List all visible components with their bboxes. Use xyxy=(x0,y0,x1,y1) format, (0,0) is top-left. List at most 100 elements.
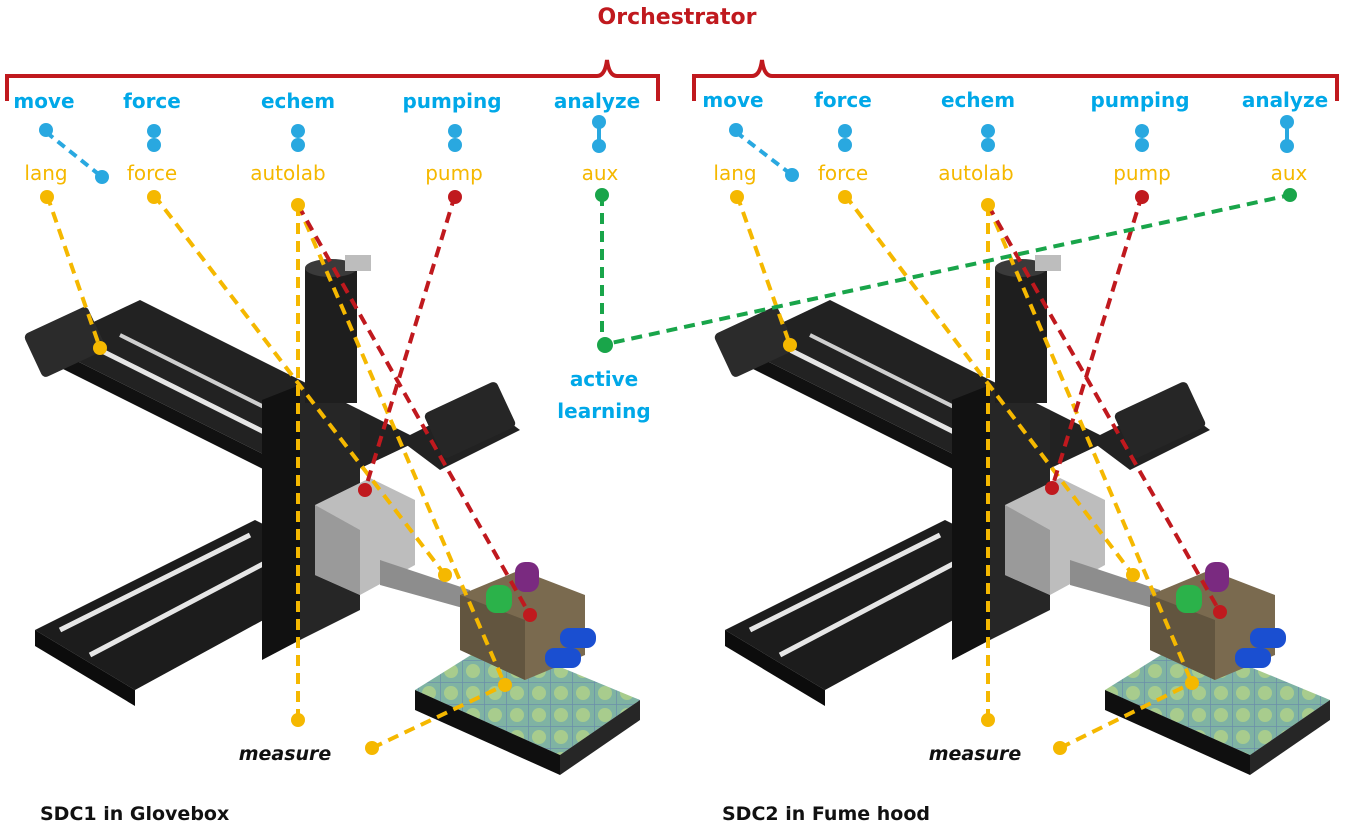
sdc1-measure-label: measure xyxy=(239,743,332,765)
sdc2-force-top-dot xyxy=(838,124,852,138)
sdc1-cell-dot xyxy=(523,608,537,622)
sdc2-links xyxy=(734,130,1222,750)
sdc1-driver-force: force xyxy=(127,161,177,185)
sdc1-autolab-counter-link xyxy=(296,204,507,686)
sdc2-port-blue-1 xyxy=(1250,628,1286,648)
sdc2-capability-move: move xyxy=(702,88,763,112)
sdc1-force-bottom-dot xyxy=(147,138,161,152)
sdc1-hardware xyxy=(24,255,640,775)
connector-dots xyxy=(39,115,1297,755)
sdc1-capability-echem: echem xyxy=(261,89,335,113)
sdc1-driver-autolab: autolab xyxy=(250,161,326,185)
sdc1-motor-x xyxy=(424,382,516,458)
sdc2-capability-force: force xyxy=(814,88,872,112)
sdc2-lang-dot xyxy=(730,190,744,204)
sdc1-port-green xyxy=(486,585,512,613)
sdc2-force-driver-dot xyxy=(838,190,852,204)
sdc1-motor-y xyxy=(24,307,106,377)
sdc1-capability-move: move xyxy=(13,89,74,113)
sdc2-driver-force: force xyxy=(818,161,868,185)
sdc2-wafer xyxy=(1105,640,1330,755)
sdc1-pumping-top-dot xyxy=(448,124,462,138)
sdc2-driver-aux: aux xyxy=(1271,161,1308,185)
sdc1-pump-hw-dot xyxy=(358,483,372,497)
sdc1-pump-link xyxy=(363,194,457,491)
sdc2-capability-echem: echem xyxy=(941,88,1015,112)
sdc1-z-motor xyxy=(305,268,357,403)
active-learning-dot xyxy=(597,337,613,353)
sdc1-force-top-dot xyxy=(147,124,161,138)
sdc1-move-lang-link xyxy=(44,130,104,179)
sdc1-measure-start-dot xyxy=(365,741,379,755)
sdc2-measure-label: measure xyxy=(929,743,1022,765)
sdc1-port-purple xyxy=(515,562,539,592)
sdc1-measure-link xyxy=(371,683,506,750)
sdc2-pump-dot xyxy=(1135,190,1149,204)
sdc1-lang-hw-dot xyxy=(93,341,107,355)
sdc2-vertical-plate xyxy=(952,385,990,660)
sdc2-port-purple xyxy=(1205,562,1229,592)
sdc1-wafer-dot xyxy=(498,678,512,692)
sdc2-z-motor xyxy=(995,268,1047,403)
sdc2-cell-dot xyxy=(1213,605,1227,619)
sdc1-force-driver-dot xyxy=(147,190,161,204)
active-learning-label-line1: active xyxy=(570,367,638,391)
sdc1-pump-dot xyxy=(448,190,462,204)
sdc2-motor-x xyxy=(1114,382,1206,458)
orchestrator-bracket-left xyxy=(5,59,660,101)
sdc2-port-green xyxy=(1176,585,1202,613)
sdc1-port-blue-1 xyxy=(560,628,596,648)
sdc2-aux-dot xyxy=(1283,188,1297,202)
sdc1-measure-end-dot xyxy=(291,713,305,727)
sdc1-port-blue-2 xyxy=(545,648,581,668)
sdc1-driver-aux: aux xyxy=(582,161,619,185)
sdc1-move-dot xyxy=(39,123,53,137)
sdc2-autolab-cell-link xyxy=(986,204,1222,613)
sdc1-autolab-cell-link xyxy=(296,204,532,616)
sdc1-echem-top-dot xyxy=(291,124,305,138)
sdc2-lang-link xyxy=(735,194,792,346)
sdc2-lang-hw-dot xyxy=(783,338,797,352)
sdc1-capability-analyze: analyze xyxy=(554,89,640,113)
sdc2-wafer-dot xyxy=(1185,676,1199,690)
sdc2-measure-end-dot xyxy=(981,713,995,727)
sdc2-capability-pumping: pumping xyxy=(1090,88,1189,112)
sdc2-echem-top-dot xyxy=(981,124,995,138)
sdc2-driver-autolab: autolab xyxy=(938,161,1014,185)
sdc2-measure-start-dot xyxy=(1053,741,1067,755)
sdc2-driver-pump: pump xyxy=(1113,161,1171,185)
sdc1-capability-force: force xyxy=(123,89,181,113)
sdc2-hardware xyxy=(714,255,1330,775)
sdc2-pumping-bottom-dot xyxy=(1135,138,1149,152)
sdc2-force-bottom-dot xyxy=(838,138,852,152)
sdc2-pumping-top-dot xyxy=(1135,124,1149,138)
sdc2-driver-lang: lang xyxy=(713,161,756,185)
sdc1-driver-lang: lang xyxy=(24,161,67,185)
sdc1-aux-dot xyxy=(595,188,609,202)
orchestrator-title: Orchestrator xyxy=(598,5,757,30)
sdc2-arm xyxy=(1070,560,1160,610)
sdc1-arm xyxy=(380,560,470,610)
sdc2-echem-bottom-dot xyxy=(981,138,995,152)
sdc2-force-hw-dot xyxy=(1126,568,1140,582)
sdc2-move-end-dot xyxy=(785,168,799,182)
sdc2-pump-link xyxy=(1050,194,1144,489)
sdc2-move-dot xyxy=(729,123,743,137)
sdc1-pumping-bottom-dot xyxy=(448,138,462,152)
active-learning-label-line2: learning xyxy=(557,399,650,423)
sdc1-lang-link xyxy=(45,194,102,349)
sdc2-caption: SDC2 in Fume hood xyxy=(722,803,930,825)
sdc2-autolab-counter-link xyxy=(986,204,1194,684)
sdc1-vertical-plate xyxy=(262,385,300,660)
active-learning-aux-link xyxy=(600,193,1291,348)
active-learning-links xyxy=(600,193,1291,348)
sdc1-move-end-dot xyxy=(95,170,109,184)
sdc2-motor-y xyxy=(714,307,796,377)
sdc1-caption: SDC1 in Glovebox xyxy=(40,803,229,825)
sdc1-echem-bottom-dot xyxy=(291,138,305,152)
orchestrator-bracket-right xyxy=(692,59,1339,101)
sdc2-move-lang-link xyxy=(734,130,794,177)
sdc1-lang-dot xyxy=(40,190,54,204)
sdc2-capability-analyze: analyze xyxy=(1242,88,1328,112)
